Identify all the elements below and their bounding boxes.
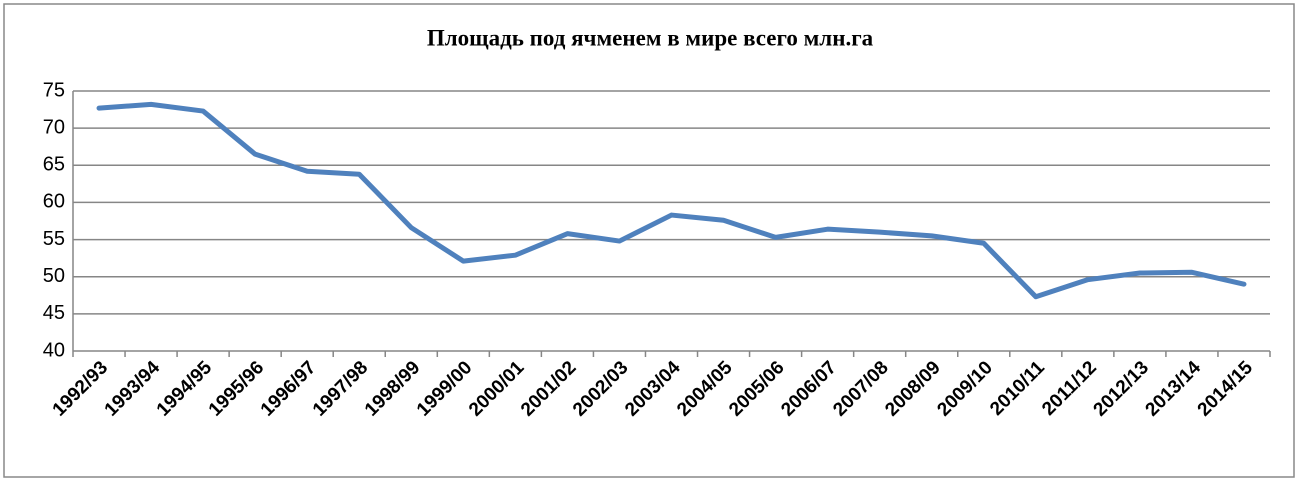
chart-border (3, 3, 1295, 478)
y-tick-label: 70 (43, 116, 65, 138)
y-tick-label: 75 (43, 79, 65, 101)
y-tick-label: 65 (43, 154, 65, 176)
y-tick-label: 60 (43, 191, 65, 213)
data-line (96, 101, 1247, 300)
y-tick-label: 45 (43, 302, 65, 324)
y-tick-label: 40 (43, 339, 65, 361)
y-tick-label: 55 (43, 228, 65, 250)
y-tick-label: 50 (43, 265, 65, 287)
chart-title: Площадь под ячменем в мире всего млн.га (427, 25, 874, 50)
